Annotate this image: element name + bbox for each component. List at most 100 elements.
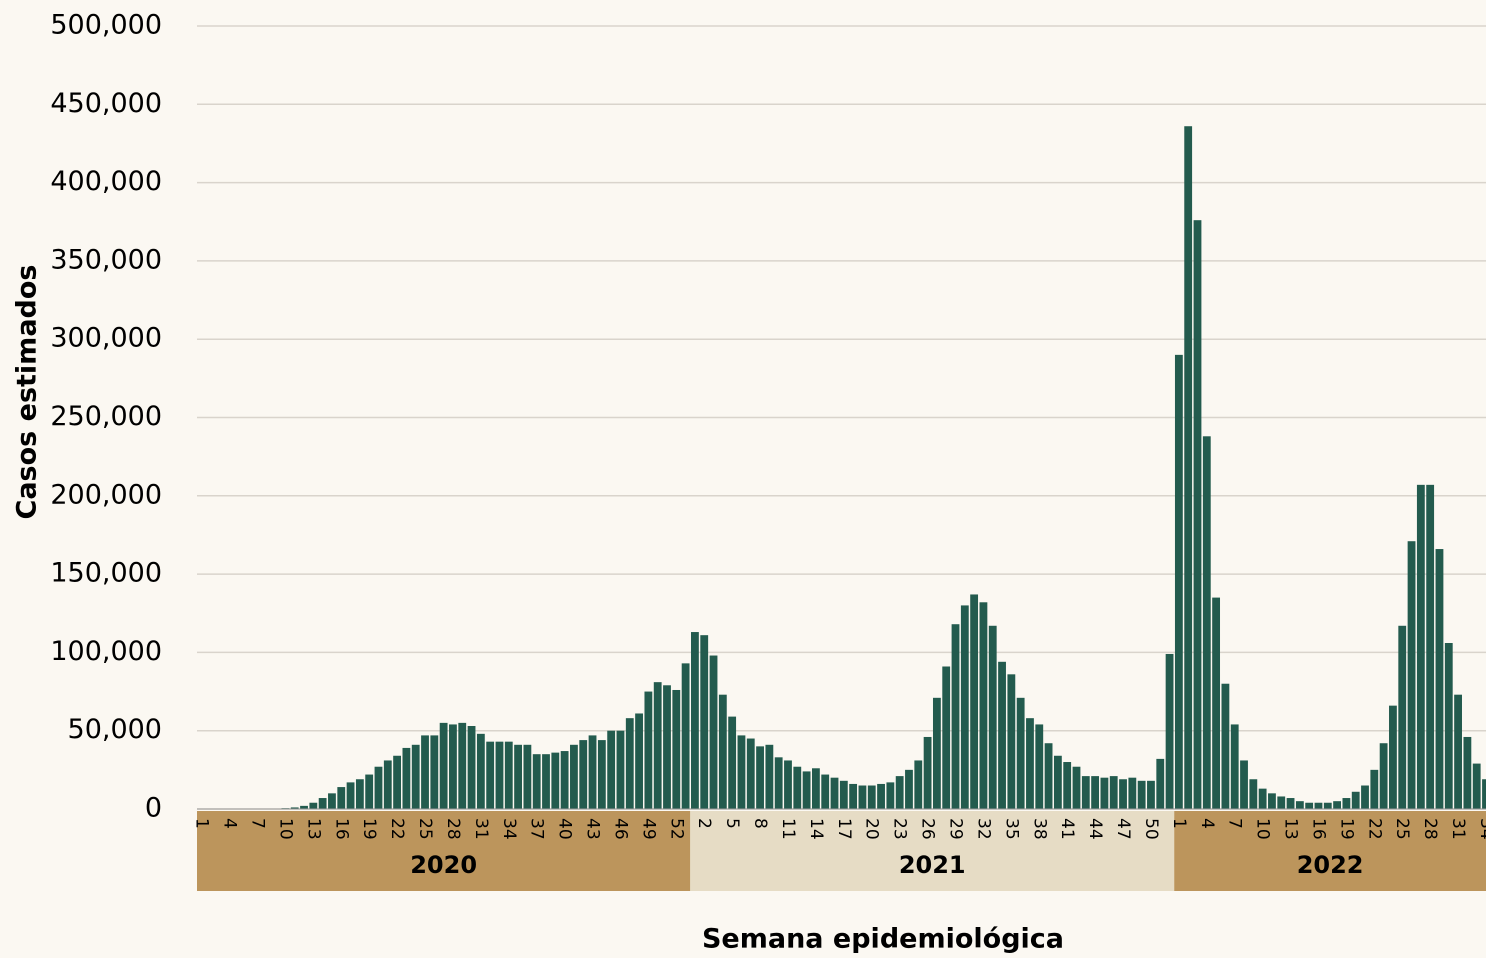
bar [1194, 220, 1202, 809]
bar [1110, 776, 1118, 809]
bar [1408, 541, 1416, 809]
year-label: 2021 [899, 851, 966, 879]
x-tick-label: 10 [275, 818, 295, 840]
bar [1445, 643, 1453, 809]
bar [1277, 796, 1285, 809]
y-tick-label: 100,000 [50, 636, 162, 667]
bar [551, 753, 559, 809]
bar [980, 602, 988, 809]
x-tick-label: 35 [1001, 818, 1021, 840]
x-tick-label: 11 [778, 818, 798, 840]
bar [831, 778, 839, 809]
bar [607, 731, 615, 809]
x-tick-label: 1 [192, 818, 212, 829]
bar [570, 745, 578, 809]
bar [1268, 793, 1276, 809]
x-tick-label: 25 [415, 818, 435, 840]
x-tick-label: 49 [638, 818, 658, 840]
bar [924, 737, 932, 809]
bar [412, 745, 420, 809]
bar [654, 682, 662, 809]
bar [1370, 770, 1378, 809]
bar [449, 724, 457, 809]
bar [1463, 737, 1471, 809]
bar [1212, 598, 1220, 809]
bar [365, 775, 373, 809]
bar [505, 742, 513, 809]
x-tick-label: 23 [890, 818, 910, 840]
bar [1054, 756, 1062, 809]
bar [738, 735, 746, 809]
bar [1361, 786, 1369, 809]
bar [989, 626, 997, 809]
bar [1426, 485, 1434, 809]
bar [821, 775, 829, 809]
bar [672, 690, 680, 809]
bar [700, 635, 708, 809]
x-tick-label: 26 [918, 818, 938, 840]
x-tick-label: 19 [1336, 818, 1356, 840]
bar [561, 751, 569, 809]
bar [1101, 778, 1109, 809]
bar [914, 760, 922, 809]
bar [859, 786, 867, 809]
x-tick-label: 14 [806, 818, 826, 840]
bar [1073, 767, 1081, 809]
bar [1417, 485, 1425, 809]
x-tick-label: 19 [359, 818, 379, 840]
x-tick-label: 29 [946, 818, 966, 840]
bar [1287, 798, 1295, 809]
bar [793, 767, 801, 809]
chart: Semana epidemiológica Casos estimados 05… [0, 0, 1486, 958]
x-tick-label: 34 [1476, 818, 1486, 840]
x-tick-label: 10 [1253, 818, 1273, 840]
bar [1184, 126, 1192, 809]
bar [328, 793, 336, 809]
bar [1352, 792, 1360, 809]
x-tick-label: 32 [973, 818, 993, 840]
bar [384, 760, 392, 809]
bar [1203, 436, 1211, 809]
bar [756, 746, 764, 809]
bar [719, 695, 727, 809]
bar [710, 656, 718, 809]
bar [421, 735, 429, 809]
bar [747, 739, 755, 809]
x-tick-label: 16 [331, 818, 351, 840]
bar [868, 786, 876, 809]
bar [1436, 549, 1444, 809]
y-tick-label: 150,000 [50, 558, 162, 589]
x-tick-label: 52 [666, 818, 686, 840]
x-tick-label: 40 [555, 818, 575, 840]
bar [486, 742, 494, 809]
x-tick-label: 2 [694, 818, 714, 829]
bar [728, 717, 736, 809]
bar [598, 740, 606, 809]
x-tick-label: 17 [834, 818, 854, 840]
y-tick-label: 0 [145, 793, 162, 824]
bar [1138, 781, 1146, 809]
bar [812, 768, 820, 809]
bar [468, 726, 476, 809]
bar [1128, 778, 1136, 809]
y-tick-label: 50,000 [68, 714, 162, 745]
bar [886, 782, 894, 809]
x-tick-label: 43 [583, 818, 603, 840]
bar [970, 594, 978, 809]
x-tick-label: 44 [1085, 818, 1105, 840]
bar [356, 779, 364, 809]
bar [1119, 779, 1127, 809]
y-tick-label: 250,000 [50, 401, 162, 432]
bar [803, 771, 811, 809]
x-tick-label: 47 [1113, 818, 1133, 840]
bar [1231, 724, 1239, 809]
bar [998, 662, 1006, 809]
bar [644, 692, 652, 809]
bar [1259, 789, 1267, 809]
bar [1398, 626, 1406, 809]
bar [775, 757, 783, 809]
x-tick-label: 13 [303, 818, 323, 840]
bar [1147, 781, 1155, 809]
bar [523, 745, 531, 809]
bar [402, 748, 410, 809]
